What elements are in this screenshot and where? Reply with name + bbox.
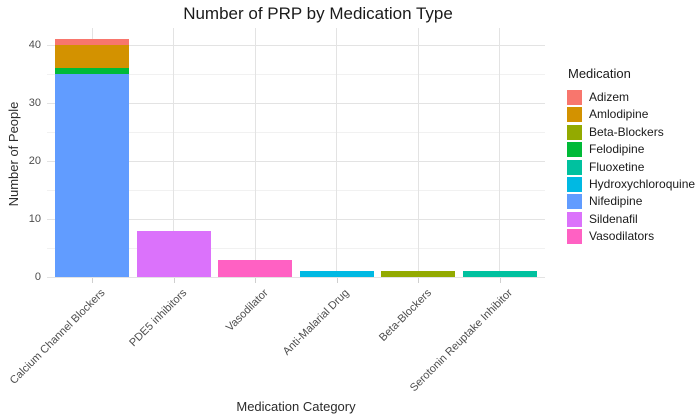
x-category-label: Beta-Blockers <box>376 287 434 344</box>
bar-segment-fluoxetine <box>462 271 537 277</box>
legend-title: Medication <box>568 66 631 81</box>
bar-segment-adizem <box>55 39 129 45</box>
gridline-minor <box>47 189 545 191</box>
x-category-label: Calcium Channel Blockers <box>7 287 108 387</box>
bar-segment-sildenafil <box>136 230 211 277</box>
legend-label: Sildenafil <box>589 211 638 226</box>
gridline-vertical <box>336 28 337 277</box>
x-axis-tick <box>173 278 175 283</box>
gridline-major <box>47 276 545 278</box>
legend-swatch-icon <box>567 176 582 192</box>
legend-row: Nifedipine <box>567 194 695 210</box>
x-axis-tick <box>336 278 338 283</box>
legend-swatch-icon <box>567 229 582 245</box>
legend-row: Vasodilators <box>567 229 695 245</box>
legend-swatch-icon <box>567 211 582 227</box>
x-axis-tick <box>418 278 419 283</box>
legend-label: Nifedipine <box>589 194 643 209</box>
y-tick-label: 40 <box>28 39 41 51</box>
legend-row: Adizem <box>567 90 695 105</box>
gridline-minor <box>47 73 545 75</box>
legend-row: Felodipine <box>567 142 695 158</box>
bar-segment-amlodipine <box>55 45 129 69</box>
x-axis-tick <box>499 278 501 283</box>
legend-swatch-icon <box>567 124 582 140</box>
gridline-minor <box>47 131 545 133</box>
x-axis-title: Medication Category <box>236 399 356 414</box>
legend-label: Beta-Blockers <box>589 124 664 139</box>
gridline-vertical <box>254 28 256 277</box>
legend-row: Beta-Blockers <box>567 124 695 140</box>
x-category-label: PDE5 inhibitors <box>126 287 189 350</box>
gridline-minor <box>47 247 545 249</box>
chart-title: Number of PRP by Medication Type <box>183 4 453 23</box>
gridline-major <box>47 44 545 46</box>
legend-label: Fluoxetine <box>589 159 645 174</box>
legend-label: Hydroxychloroquine <box>589 176 696 191</box>
legend-label: Vasodilators <box>589 229 655 244</box>
gridline-vertical <box>173 28 174 277</box>
legend-swatch-icon <box>567 159 582 175</box>
bar-segment-nifedipine <box>55 74 129 277</box>
x-category-label: Anti-Malarial Drug <box>281 287 352 358</box>
legend-label: Amlodipine <box>589 107 649 122</box>
legend-swatch-icon <box>567 107 582 123</box>
x-axis-tick <box>255 278 256 283</box>
y-tick-label: 10 <box>28 213 41 225</box>
legend-row: Fluoxetine <box>567 159 695 175</box>
legend-label: Adizem <box>589 90 630 104</box>
y-tick-label: 20 <box>28 155 41 167</box>
legend-swatch-icon <box>567 90 582 105</box>
legend-items: Adizem Amlodipine Beta-Blockers Felodipine F… <box>567 90 696 245</box>
bar-segment-vasodilators <box>218 259 292 277</box>
y-tick-label: 30 <box>28 97 41 109</box>
legend-row: Amlodipine <box>567 107 695 123</box>
bar-segment-felodipine <box>55 68 129 74</box>
x-axis-tick <box>92 278 93 283</box>
gridline-major <box>47 102 545 104</box>
y-tick-label: 0 <box>34 271 41 283</box>
legend: Medication Adizem Amlodipine Beta-Blockers… <box>567 66 695 247</box>
legend-swatch-icon <box>567 142 582 158</box>
gridline-vertical <box>499 28 500 277</box>
gridline-vertical <box>417 28 419 277</box>
gridline-major <box>47 218 545 220</box>
bar-segment-hydroxychloroquine <box>299 271 374 277</box>
gridline-major <box>47 160 545 162</box>
x-category-label: Vasodilator <box>223 287 271 334</box>
legend-swatch-icon <box>567 194 582 210</box>
legend-row: Hydroxychloroquine <box>567 176 696 192</box>
legend-label: Felodipine <box>589 142 645 157</box>
legend-row: Sildenafil <box>567 211 695 227</box>
bar-segment-beta-blockers <box>381 271 455 277</box>
